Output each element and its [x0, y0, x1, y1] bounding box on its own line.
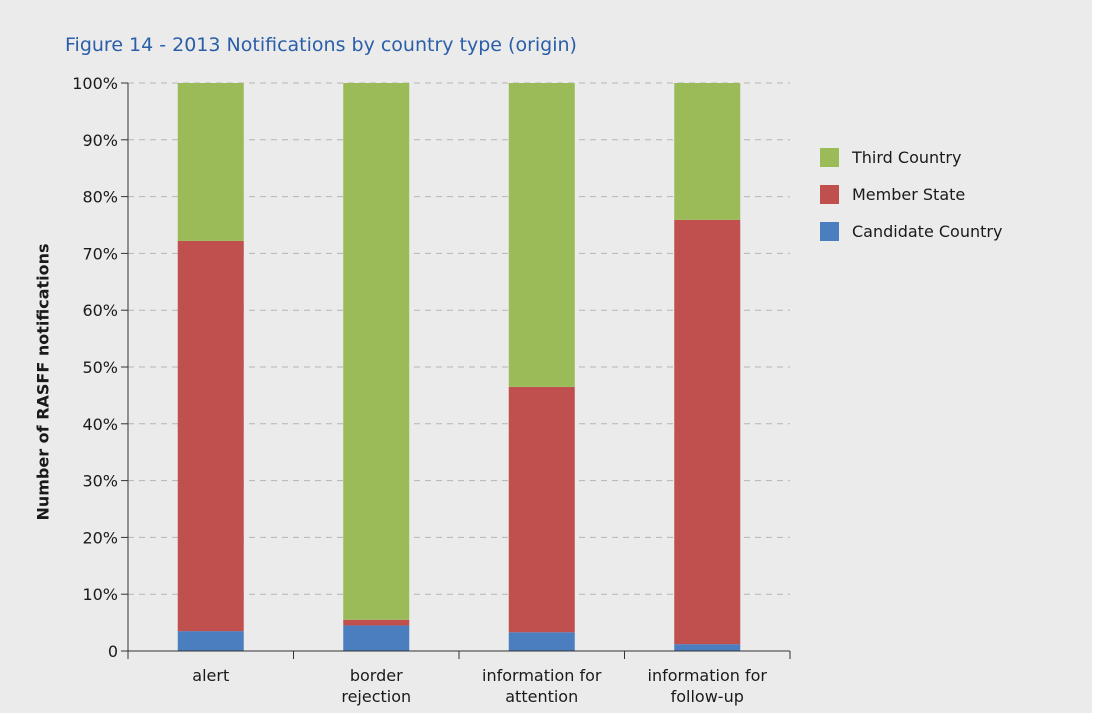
y-tick-label: 80% [82, 188, 118, 207]
y-tick-label: 40% [82, 415, 118, 434]
bar-segment-third-country [674, 83, 741, 220]
y-tick-label: 70% [82, 244, 118, 263]
x-tick-label: information for attention [462, 665, 622, 707]
legend-item: Candidate Country [820, 220, 1002, 242]
bar-segment-candidate-country [177, 631, 244, 651]
x-tick-label-line: follow-up [670, 687, 744, 706]
x-tick-label-line: information for [482, 666, 602, 685]
y-tick-label: 0 [108, 642, 118, 661]
y-tick-label: 20% [82, 528, 118, 547]
bar-segment-third-country [177, 83, 244, 241]
legend-swatch [820, 221, 839, 241]
bar-segment-candidate-country [674, 644, 741, 651]
legend-item: Third Country [820, 146, 1002, 168]
y-tick-label: 100% [72, 74, 118, 93]
bar-segment-third-country [508, 83, 575, 387]
bar-segment-member-state [343, 619, 410, 626]
x-tick-label-line: attention [505, 687, 579, 706]
bar-segment-member-state [674, 219, 741, 645]
y-tick-label: 10% [82, 585, 118, 604]
x-tick-label-line: border [349, 666, 403, 685]
bar-segment-third-country [343, 83, 410, 620]
bar-segment-member-state [177, 240, 244, 632]
x-tick-label: border rejection [296, 665, 456, 707]
legend-label: Third Country [852, 147, 962, 167]
legend-swatch [820, 184, 839, 204]
x-tick-label: information for follow-up [627, 665, 787, 707]
y-tick-label: 30% [82, 472, 118, 491]
y-tick-label: 90% [82, 131, 118, 150]
legend-swatch [820, 147, 839, 167]
x-tick-label: alert [131, 665, 291, 686]
x-tick-label-line: alert [192, 666, 230, 685]
legend: Third Country Member State Candidate Count… [820, 146, 1002, 257]
y-tick-label: 60% [82, 301, 118, 320]
y-tick-label: 50% [82, 358, 118, 377]
bar-segment-candidate-country [343, 625, 410, 651]
chart-title: Figure 14 - 2013 Notifications by countr… [65, 34, 577, 56]
legend-label: Candidate Country [852, 221, 1003, 241]
x-tick-label-line: rejection [341, 687, 412, 706]
legend-label: Member State [852, 184, 966, 204]
x-tick-label-line: information for [647, 666, 767, 685]
bar-segment-candidate-country [508, 632, 575, 651]
legend-item: Member State [820, 183, 1002, 205]
bar-segment-member-state [508, 386, 575, 633]
